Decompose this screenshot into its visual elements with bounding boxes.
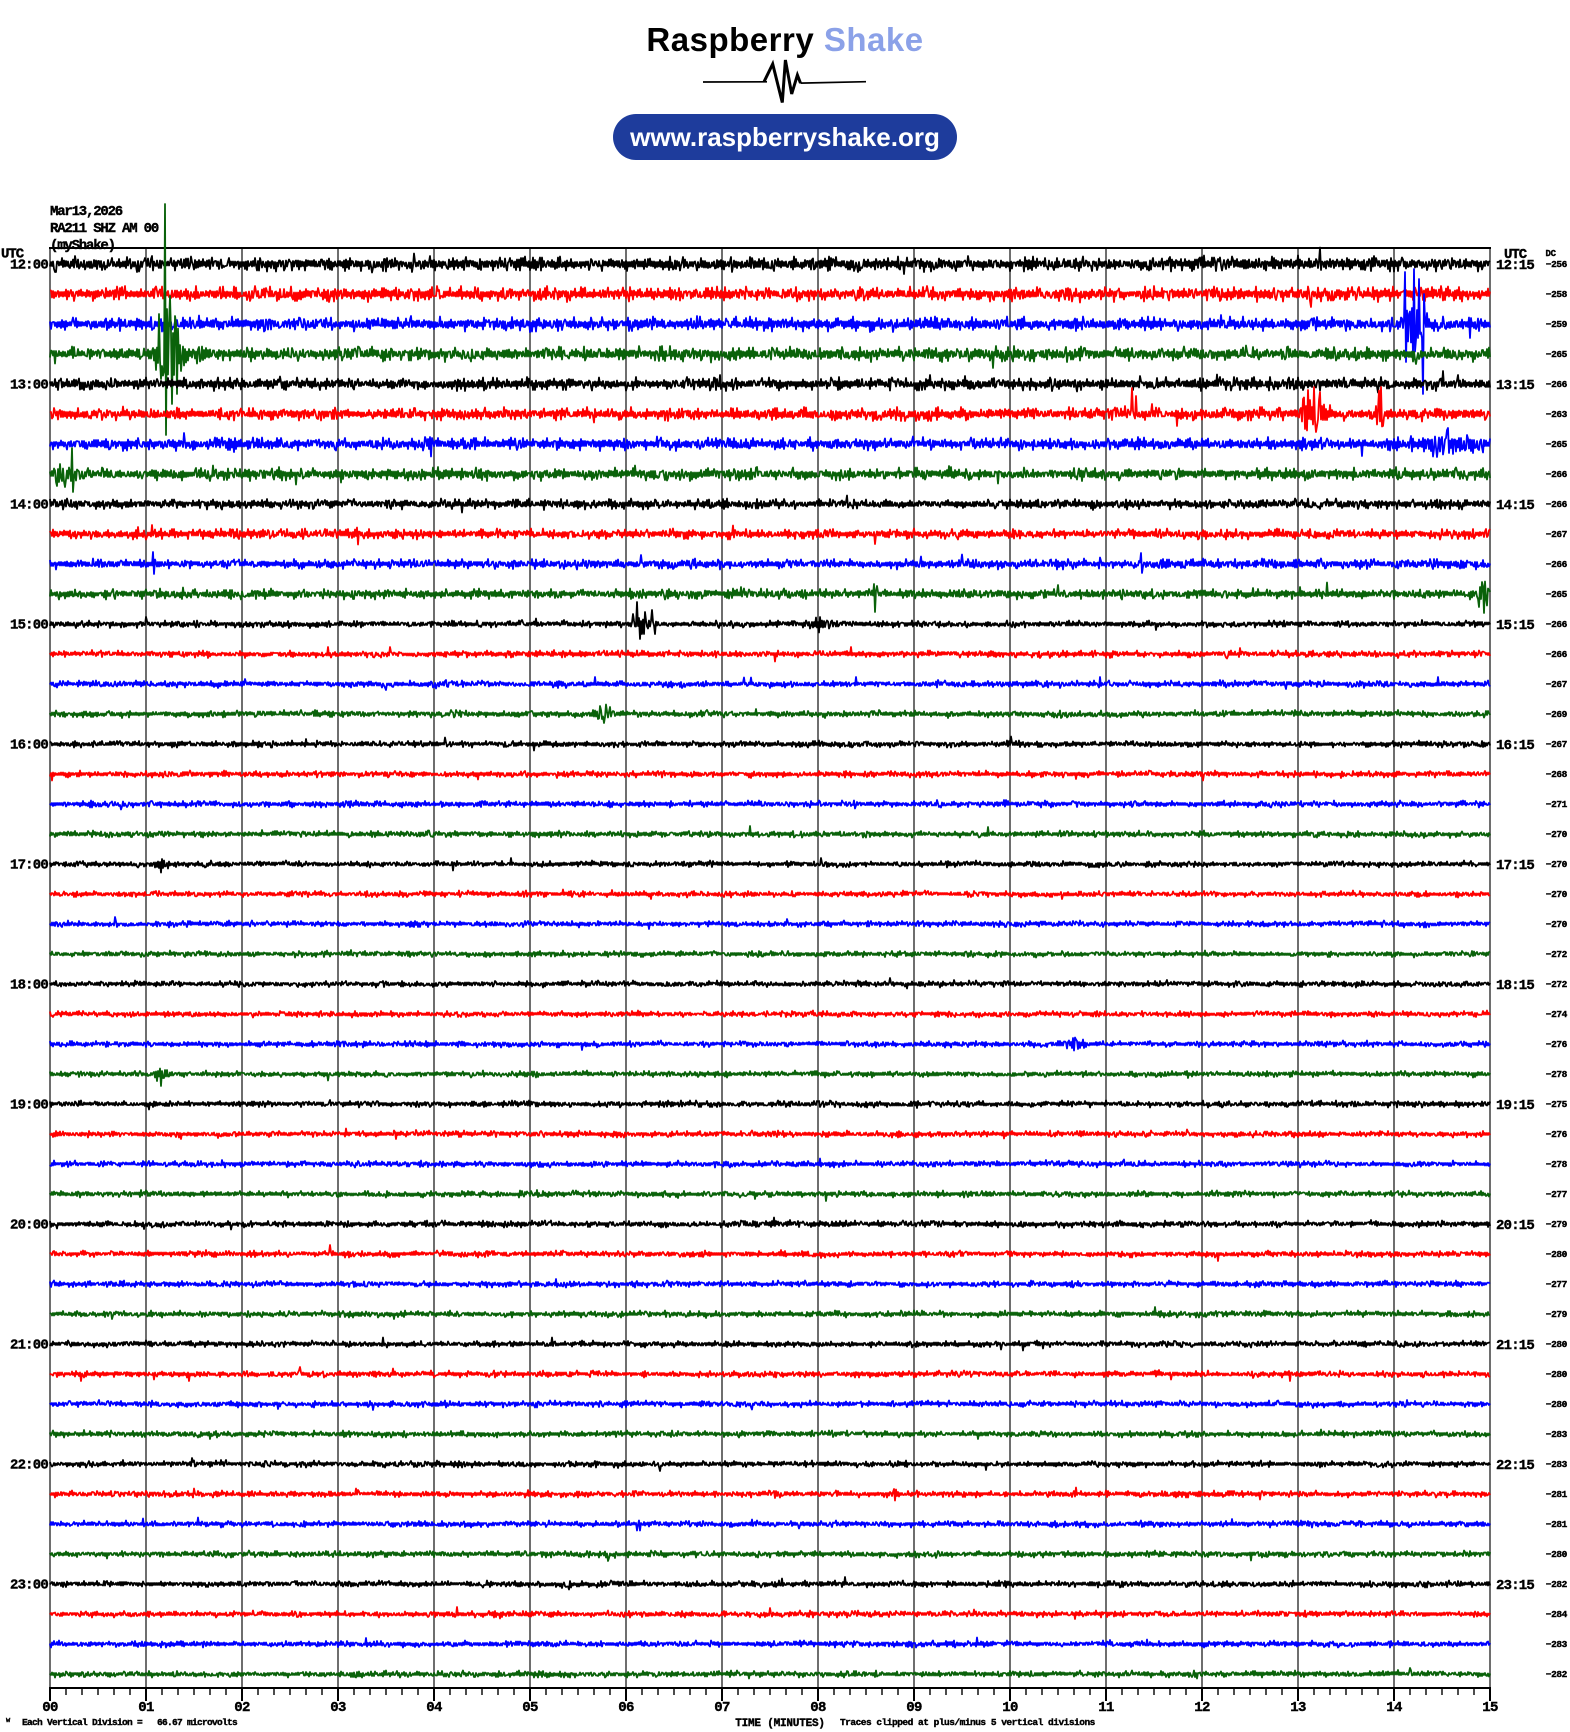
svg-text:−267: −267 [1546,739,1568,750]
svg-text:−284: −284 [1546,1609,1568,1620]
svg-text:00: 00 [42,1700,58,1716]
svg-text:−276: −276 [1546,1039,1568,1050]
svg-text:−270: −270 [1546,829,1568,840]
svg-text:13:15: 13:15 [1496,378,1534,394]
svg-text:−272: −272 [1546,979,1568,990]
svg-text:−265: −265 [1546,439,1568,450]
svg-text:−266: −266 [1546,649,1568,660]
svg-text:−270: −270 [1546,859,1568,870]
svg-text:−283: −283 [1546,1429,1568,1440]
svg-text:−282: −282 [1546,1669,1568,1680]
svg-text:UTC: UTC [1,247,25,263]
svg-text:−280: −280 [1546,1399,1568,1410]
svg-text:−263: −263 [1546,409,1568,420]
svg-text:−267: −267 [1546,679,1568,690]
svg-text:−281: −281 [1546,1489,1568,1500]
svg-text:−281: −281 [1546,1519,1568,1530]
svg-text:13:00: 13:00 [10,378,48,394]
svg-text:−270: −270 [1546,889,1568,900]
svg-text:10: 10 [1002,1700,1018,1716]
svg-text:−256: −256 [1546,259,1568,270]
svg-text:22:15: 22:15 [1496,1458,1534,1474]
svg-text:−259: −259 [1546,319,1568,330]
svg-text:RA211 SHZ AM 00: RA211 SHZ AM 00 [50,221,159,237]
svg-text:DC: DC [1546,249,1557,259]
svg-text:14:00: 14:00 [10,498,48,514]
svg-text:−278: −278 [1546,1069,1568,1080]
svg-text:21:00: 21:00 [10,1338,48,1354]
svg-text:12: 12 [1194,1700,1210,1716]
svg-text:15:15: 15:15 [1496,618,1534,634]
svg-text:−258: −258 [1546,289,1568,300]
svg-text:19:00: 19:00 [10,1098,48,1114]
svg-text:−271: −271 [1546,799,1568,810]
svg-text:15: 15 [1482,1700,1498,1716]
svg-text:−280: −280 [1546,1369,1568,1380]
svg-text:TIME (MINUTES): TIME (MINUTES) [735,1718,825,1730]
svg-text:−277: −277 [1546,1279,1568,1290]
svg-text:−270: −270 [1546,919,1568,930]
svg-text:16:00: 16:00 [10,738,48,754]
svg-text:−279: −279 [1546,1309,1568,1320]
svg-text:Each Vertical Division = 66.: Each Vertical Division = 66.67 microvolt… [22,1717,238,1728]
svg-text:03: 03 [330,1700,346,1716]
svg-text:18:15: 18:15 [1496,978,1534,994]
svg-text:23:00: 23:00 [10,1578,48,1594]
svg-text:−272: −272 [1546,949,1568,960]
svg-text:w: w [6,1717,11,1725]
svg-text:13: 13 [1290,1700,1306,1716]
svg-text:−283: −283 [1546,1639,1568,1650]
svg-text:14:15: 14:15 [1496,498,1534,514]
svg-text:Mar13,2026: Mar13,2026 [50,204,123,220]
svg-text:04: 04 [426,1700,442,1716]
svg-text:−266: −266 [1546,559,1568,570]
svg-text:06: 06 [618,1700,634,1716]
svg-text:08: 08 [810,1700,826,1716]
svg-text:−268: −268 [1546,769,1568,780]
svg-text:−279: −279 [1546,1219,1568,1230]
svg-text:−265: −265 [1546,349,1568,360]
svg-text:15:00: 15:00 [10,618,48,634]
svg-text:09: 09 [906,1700,922,1716]
svg-text:−280: −280 [1546,1249,1568,1260]
svg-text:17:00: 17:00 [10,858,48,874]
svg-text:Traces clipped at plus/minus 5: Traces clipped at plus/minus 5 vertical … [840,1717,1096,1728]
svg-text:12:15: 12:15 [1496,258,1534,274]
svg-text:05: 05 [522,1700,538,1716]
svg-text:12:00: 12:00 [10,258,48,274]
svg-text:UTC: UTC [1504,247,1528,263]
svg-text:16:15: 16:15 [1496,738,1534,754]
svg-text:23:15: 23:15 [1496,1578,1534,1594]
svg-text:19:15: 19:15 [1496,1098,1534,1114]
svg-text:11: 11 [1098,1700,1114,1716]
svg-text:17:15: 17:15 [1496,858,1534,874]
svg-text:−266: −266 [1546,619,1568,630]
svg-text:01: 01 [138,1700,154,1716]
svg-text:−282: −282 [1546,1579,1568,1590]
svg-text:(myShake): (myShake) [50,238,115,254]
svg-text:−283: −283 [1546,1459,1568,1470]
svg-text:−267: −267 [1546,529,1568,540]
svg-text:21:15: 21:15 [1496,1338,1534,1354]
svg-text:14: 14 [1386,1700,1402,1716]
svg-text:22:00: 22:00 [10,1458,48,1474]
svg-text:−266: −266 [1546,499,1568,510]
svg-text:−266: −266 [1546,379,1568,390]
svg-text:20:00: 20:00 [10,1218,48,1234]
svg-text:−269: −269 [1546,709,1568,720]
svg-text:−278: −278 [1546,1159,1568,1170]
svg-text:20:15: 20:15 [1496,1218,1534,1234]
svg-text:−275: −275 [1546,1099,1568,1110]
svg-text:−277: −277 [1546,1189,1568,1200]
svg-text:−276: −276 [1546,1129,1568,1140]
svg-text:−280: −280 [1546,1339,1568,1350]
svg-text:−266: −266 [1546,469,1568,480]
svg-text:−265: −265 [1546,589,1568,600]
svg-text:07: 07 [714,1700,730,1716]
svg-text:−280: −280 [1546,1549,1568,1560]
svg-text:−274: −274 [1546,1009,1568,1020]
svg-text:02: 02 [234,1700,250,1716]
svg-text:18:00: 18:00 [10,978,48,994]
